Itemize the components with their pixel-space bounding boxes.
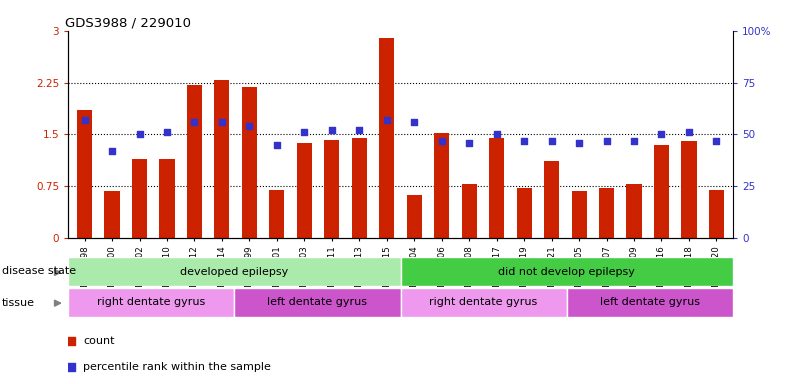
Point: [133, 131, 146, 137]
Point: [215, 119, 228, 125]
Point: [517, 137, 530, 144]
Bar: [68, 288, 235, 317]
Point: [106, 148, 119, 154]
Bar: [709, 190, 724, 238]
Point: [628, 137, 641, 144]
Bar: [572, 191, 586, 238]
Text: tissue: tissue: [2, 298, 34, 308]
Bar: [215, 81, 229, 238]
Point: [160, 129, 173, 136]
Bar: [517, 188, 532, 238]
Bar: [159, 159, 175, 238]
Bar: [379, 38, 394, 238]
Bar: [132, 159, 147, 238]
Bar: [187, 84, 202, 238]
Bar: [68, 257, 400, 286]
Text: count: count: [83, 336, 115, 346]
Point: [258, 0, 271, 5]
Bar: [626, 184, 642, 238]
Text: percentile rank within the sample: percentile rank within the sample: [83, 362, 271, 372]
Bar: [269, 190, 284, 238]
Point: [710, 137, 723, 144]
Bar: [654, 145, 669, 238]
Point: [271, 142, 284, 148]
Bar: [567, 288, 733, 317]
Bar: [599, 188, 614, 238]
Bar: [324, 140, 340, 238]
Text: disease state: disease state: [2, 266, 76, 276]
Point: [463, 140, 476, 146]
Bar: [407, 195, 422, 238]
Text: right dentate gyrus: right dentate gyrus: [97, 297, 205, 308]
Text: developed epilepsy: developed epilepsy: [180, 266, 288, 277]
Bar: [104, 191, 119, 238]
Bar: [235, 288, 400, 317]
Text: GDS3988 / 229010: GDS3988 / 229010: [65, 17, 191, 30]
Bar: [352, 138, 367, 238]
Point: [435, 137, 448, 144]
Bar: [242, 88, 257, 238]
Bar: [77, 110, 92, 238]
Bar: [461, 184, 477, 238]
Point: [600, 137, 613, 144]
Bar: [544, 161, 559, 238]
Point: [655, 131, 668, 137]
Text: left dentate gyrus: left dentate gyrus: [268, 297, 368, 308]
Bar: [682, 141, 697, 238]
Point: [353, 127, 366, 133]
Bar: [400, 257, 733, 286]
Point: [78, 117, 91, 123]
Point: [682, 129, 695, 136]
Point: [298, 129, 311, 136]
Text: right dentate gyrus: right dentate gyrus: [429, 297, 537, 308]
Point: [573, 140, 586, 146]
Text: did not develop epilepsy: did not develop epilepsy: [498, 266, 635, 277]
Point: [408, 119, 421, 125]
Bar: [400, 288, 567, 317]
Point: [258, 228, 271, 234]
Point: [325, 127, 338, 133]
Bar: [434, 133, 449, 238]
Point: [545, 137, 558, 144]
Bar: [297, 143, 312, 238]
Point: [243, 123, 256, 129]
Bar: [489, 138, 504, 238]
Text: left dentate gyrus: left dentate gyrus: [600, 297, 700, 308]
Point: [380, 117, 393, 123]
Point: [490, 131, 503, 137]
Point: [188, 119, 201, 125]
